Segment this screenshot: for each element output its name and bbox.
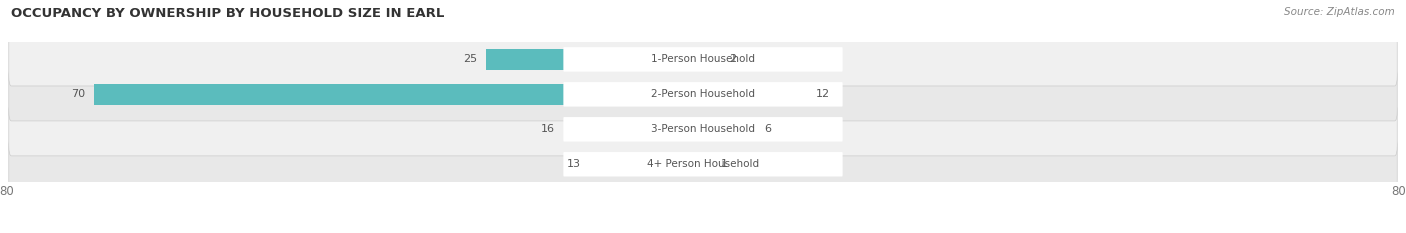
FancyBboxPatch shape: [8, 138, 1398, 191]
Bar: [485, 49, 703, 70]
Bar: [703, 154, 711, 175]
Bar: [703, 49, 720, 70]
Text: 2: 2: [730, 55, 737, 64]
Bar: [703, 118, 755, 140]
Text: 3-Person Household: 3-Person Household: [651, 124, 755, 134]
Bar: [564, 118, 703, 140]
FancyBboxPatch shape: [564, 82, 842, 107]
Text: 1: 1: [720, 159, 727, 169]
Text: 16: 16: [541, 124, 555, 134]
FancyBboxPatch shape: [564, 152, 842, 177]
Text: 12: 12: [815, 89, 830, 99]
Text: 1-Person Household: 1-Person Household: [651, 55, 755, 64]
Text: 13: 13: [567, 159, 581, 169]
Text: 2-Person Household: 2-Person Household: [651, 89, 755, 99]
Bar: [94, 84, 703, 105]
Text: 25: 25: [463, 55, 477, 64]
Text: 6: 6: [763, 124, 770, 134]
Legend: Owner-occupied, Renter-occupied: Owner-occupied, Renter-occupied: [582, 230, 824, 233]
FancyBboxPatch shape: [8, 68, 1398, 121]
Text: 4+ Person Household: 4+ Person Household: [647, 159, 759, 169]
Text: 70: 70: [72, 89, 86, 99]
Bar: [591, 154, 703, 175]
FancyBboxPatch shape: [8, 103, 1398, 156]
Text: Source: ZipAtlas.com: Source: ZipAtlas.com: [1284, 7, 1395, 17]
Text: OCCUPANCY BY OWNERSHIP BY HOUSEHOLD SIZE IN EARL: OCCUPANCY BY OWNERSHIP BY HOUSEHOLD SIZE…: [11, 7, 444, 20]
FancyBboxPatch shape: [564, 117, 842, 142]
Bar: [703, 84, 807, 105]
FancyBboxPatch shape: [8, 33, 1398, 86]
FancyBboxPatch shape: [564, 47, 842, 72]
